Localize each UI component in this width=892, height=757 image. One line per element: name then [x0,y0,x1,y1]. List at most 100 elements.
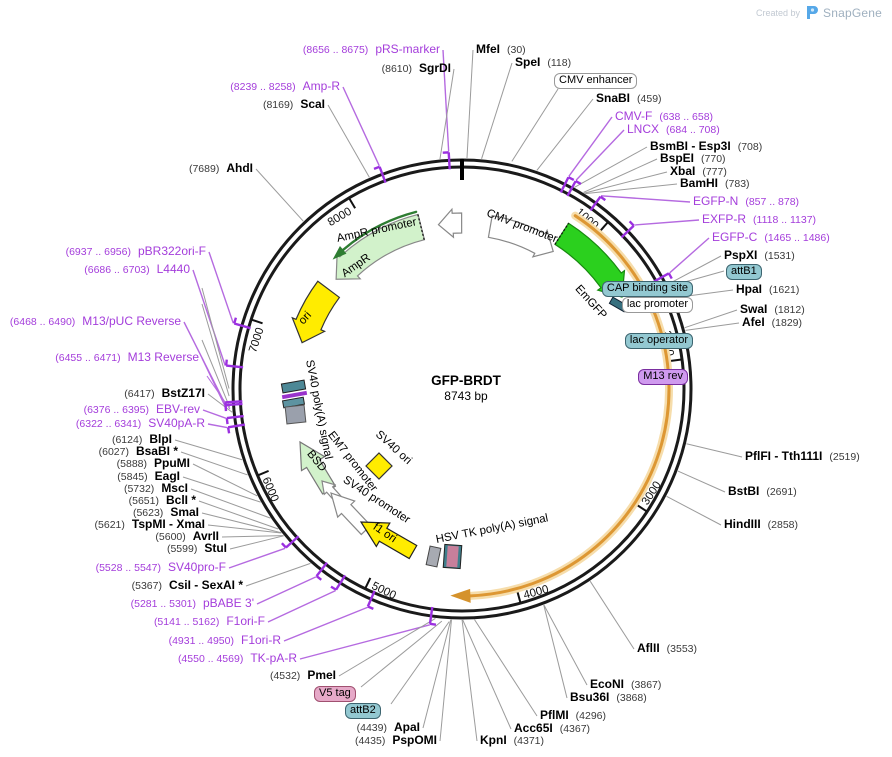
acc65i-name: Acc65I [514,721,553,735]
f1ori-f-tick-foot [330,585,337,591]
msci-label[interactable]: (5732) MscI [124,481,188,497]
bstbi-name: BstBI [728,484,760,498]
kpni-label[interactable]: KpnI (4371) [480,733,544,749]
ebv-rev-label[interactable]: (6376 .. 6395) EBV-rev [84,402,200,418]
bspei-label[interactable]: BspEI (770) [660,151,726,167]
bcli-label[interactable]: (5651) BclI * [129,493,196,509]
xbai-label[interactable]: XbaI (777) [670,164,727,180]
bsabi-position: (6027) [98,446,129,458]
econi-label[interactable]: EcoNI (3867) [590,677,661,693]
pbabe3-label[interactable]: (5281 .. 5301) pBABE 3' [131,596,254,612]
f1-ori-arrow [359,521,418,560]
hpai-label[interactable]: HpaI (1621) [736,282,799,298]
m13-puc-reverse-label[interactable]: (6468 .. 6490) M13/pUC Reverse [10,314,181,330]
ebv-rev-name: EBV-rev [155,402,200,416]
acc65i-label[interactable]: Acc65I (4367) [514,721,590,737]
snapgene-brand-text: SnapGene [823,5,882,20]
plasmid-size: 8743 bp [444,389,488,403]
pbr322ori-f-label[interactable]: (6937 .. 6956) pBR322ori-F [66,244,206,260]
egfp-n-label[interactable]: EGFP-N (857 .. 878) [693,194,799,210]
econi-name: EcoNI [590,677,625,691]
sv40pro-f-label[interactable]: (5528 .. 5547) SV40pro-F [96,560,226,576]
snabi-position: (459) [637,93,662,105]
egfp-c-label[interactable]: EGFP-C (1465 .. 1486) [712,230,830,246]
pspxi-position: (1531) [764,250,795,262]
bsmbi-label[interactable]: BsmBI - Esp3I (708) [650,139,762,155]
cmv-f-name: CMV-F [615,109,653,123]
cap-binding-site-box-label[interactable]: CAP binding site [601,281,693,297]
bstz17i-label[interactable]: (6417) BstZ17I [124,386,205,402]
amp-r-label[interactable]: (8239 .. 8258) Amp-R [230,79,340,95]
sgrdi-position: (8610) [381,63,412,75]
csii-position: (5367) [131,580,162,592]
pmei-label[interactable]: (4532) PmeI [270,668,336,684]
eagi-label[interactable]: (5845) EagI [117,469,180,485]
l4440-tick-foot [224,359,228,366]
avrii-label[interactable]: (5600) AvrII [155,529,219,545]
stui-label[interactable]: (5599) StuI [167,541,227,557]
m13-reverse-label[interactable]: (6455 .. 6471) M13 Reverse [55,350,199,366]
ahdi-label[interactable]: (7689) AhdI [189,161,253,177]
ppumi-label[interactable]: (5888) PpuMI [117,456,190,472]
pflfi-label[interactable]: PflFI - Tth111I (2519) [745,449,860,465]
bstbi-label[interactable]: BstBI (2691) [728,484,797,500]
m13-reverse-leader [201,357,226,406]
v5-tag-box-label[interactable]: V5 tag [314,686,356,702]
tk-pa-r-position: (4550 .. 4569) [177,653,244,665]
bamhi-label[interactable]: BamHI (783) [680,176,750,192]
hpai-name: HpaI [736,282,763,296]
pmei-position: (4532) [269,670,301,682]
lac-promoter-box-label[interactable]: lac promoter [621,297,693,313]
pflmi-label[interactable]: PflMI (4296) [540,708,606,724]
cmv-f-label[interactable]: CMV-F (638 .. 658) [615,109,713,125]
blpi-position: (6124) [111,434,143,446]
cmv-f-tick [559,176,570,193]
mfei-position: (30) [507,44,526,56]
pspxi-label[interactable]: PspXI (1531) [724,248,795,264]
pflfi-position: (2519) [829,451,860,463]
lncx-label[interactable]: LNCX (684 .. 708) [627,122,720,138]
egfp-c-position: (1465 .. 1486) [764,232,830,244]
l4440-label[interactable]: (6686 .. 6703) L4440 [84,262,190,278]
snabi-label[interactable]: SnaBI (459) [596,91,662,107]
prs-marker-label[interactable]: (8656 .. 8675) pRS-marker [303,42,440,58]
exfp-r-label[interactable]: EXFP-R (1118 .. 1137) [702,212,816,228]
f1ori-r-tick [366,590,376,607]
blpi-label[interactable]: (6124) BlpI [112,432,172,448]
attb1-box-label[interactable]: attB1 [726,264,762,280]
sgrdi-label[interactable]: (8610) SgrDI [382,61,451,77]
csii-label[interactable]: (5367) CsiI - SexAI * [132,578,243,594]
swai-label[interactable]: SwaI (1812) [740,302,805,318]
tk-pa-r-label[interactable]: (4550 .. 4569) TK-pA-R [178,651,297,667]
smai-label[interactable]: (5623) SmaI [133,505,199,521]
sv40pa-r-label[interactable]: (6322 .. 6341) SV40pA-R [76,416,205,432]
aflii-label[interactable]: AflII (3553) [637,641,697,657]
bsu36i-label[interactable]: Bsu36I (3868) [570,690,647,706]
spei-label[interactable]: SpeI (118) [515,55,571,71]
scai-label[interactable]: (8169) ScaI [263,97,325,113]
stui-leader [229,535,284,550]
apai-label[interactable]: (4439) ApaI [357,720,420,736]
amp-r-position: (8239 .. 8258) [230,81,296,93]
attb2-box-label[interactable]: attB2 [345,703,381,719]
bstz17i-position: (6417) [124,388,155,400]
f1ori-f-label[interactable]: (5141 .. 5162) F1ori-F [154,614,265,630]
f1ori-r-label[interactable]: (4931 .. 4950) F1ori-R [169,633,281,649]
pspomi-label[interactable]: (4435) PspOMI [355,733,437,749]
msci-leader [190,488,271,519]
afei-label[interactable]: AfeI (1829) [742,315,802,331]
msci-position: (5732) [123,483,155,495]
bsu36i-position: (3868) [616,692,647,704]
afei-position: (1829) [771,317,803,329]
pbabe3-tick-foot [315,575,323,581]
tspmi-label[interactable]: (5621) TspMI - XmaI [95,517,205,533]
lac-operator-box-label[interactable]: lac operator [624,333,693,349]
mfei-label[interactable]: MfeI (30) [476,42,526,58]
bsabi-label[interactable]: (6027) BsaBI * [99,444,178,460]
plasmid-name: GFP-BRDT [431,373,501,388]
aflii-name: AflII [637,641,660,655]
egfp-n-tick-foot [599,195,607,202]
m13-rev-box-label[interactable]: M13 rev [638,369,688,385]
hindiii-label[interactable]: HindIII (2858) [724,517,798,533]
cmv-enhancer-box-label[interactable]: CMV enhancer [554,73,638,89]
